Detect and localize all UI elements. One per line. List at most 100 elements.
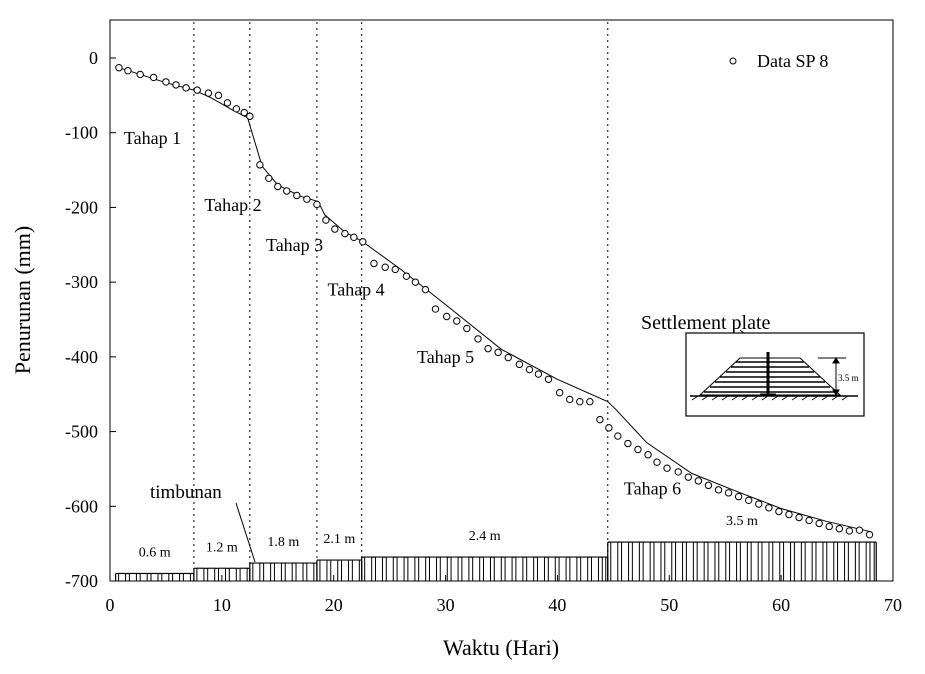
x-tick-label: 10 (213, 595, 231, 615)
data-point (576, 397, 584, 406)
x-tick-label: 40 (548, 595, 566, 615)
data-point (825, 522, 833, 531)
embankment-height-label: 3.5 m (726, 514, 758, 529)
x-tick-label: 30 (437, 595, 455, 615)
data-point (484, 344, 492, 353)
embankment-bar (284, 562, 293, 582)
legend: Data SP 8 (729, 51, 828, 71)
data-point (525, 365, 534, 374)
y-axis-title: Penurunan (mm) (10, 226, 35, 374)
embankment-bar (319, 559, 328, 582)
embankment-bar (761, 541, 770, 582)
data-point (149, 73, 158, 82)
legend-label: Data SP 8 (757, 51, 828, 71)
embankment-bar (407, 556, 416, 582)
stage-label: Tahap 4 (327, 280, 384, 300)
timbunan-leader-line (235, 502, 256, 563)
fit-curve-path (118, 67, 871, 533)
data-point (684, 473, 693, 481)
embankment-bar (675, 541, 684, 582)
embankment-bar (364, 556, 373, 582)
timbunan-label: timbunan (150, 482, 222, 503)
embankment-bar (139, 573, 148, 582)
inset-dimension (818, 357, 846, 396)
inset-ground-hatch (691, 395, 849, 401)
data-point (274, 182, 282, 191)
data-point (442, 312, 451, 321)
data-point (865, 530, 874, 539)
data-point (544, 375, 553, 383)
data-point (765, 504, 773, 512)
embankment-bar (128, 573, 137, 582)
data-point (421, 285, 430, 294)
data-point (805, 516, 813, 525)
fit-curve (118, 67, 871, 533)
embankment-height-label: 0.6 m (139, 546, 171, 561)
embankment-bar (750, 541, 759, 582)
data-point (162, 78, 170, 86)
embankment-bar (385, 556, 394, 582)
embankment-bar (739, 541, 748, 582)
x-tick-label: 60 (772, 595, 790, 615)
embankment-bar (783, 541, 792, 582)
embankment-bar (590, 556, 599, 582)
embankment-height-label: 1.2 m (206, 540, 238, 555)
data-point (734, 492, 743, 501)
stage-label: Tahap 2 (204, 195, 261, 215)
embankment-bar (118, 573, 127, 582)
embankment-bar (847, 541, 856, 582)
embankment-bar (653, 541, 662, 582)
data-point (223, 99, 232, 107)
data-point (614, 432, 622, 440)
embankment-bar (150, 573, 159, 582)
embankment-bar (569, 556, 578, 582)
y-tick-label: 0 (89, 48, 98, 68)
embankment-bar (341, 559, 350, 582)
embankment-bar (374, 556, 383, 582)
data-point (182, 84, 190, 92)
data-point (586, 397, 594, 406)
settlement-plate-inset: Settlement plate (641, 312, 865, 417)
embankment-bar (515, 556, 524, 582)
stage-label: Tahap 1 (124, 128, 181, 148)
embankment-bar (306, 562, 315, 582)
embankment-bar (621, 541, 630, 582)
embankment-bar (793, 541, 802, 582)
embankment-bar (631, 541, 640, 582)
inset-dimension-label: 3.5 m (838, 373, 859, 383)
data-point (644, 451, 652, 459)
inset-title: Settlement plate (641, 312, 771, 334)
stage-lines (193, 22, 609, 581)
embankment-bar (450, 556, 459, 582)
data-point (845, 527, 854, 535)
embankment-bar (182, 573, 191, 582)
y-tick-label: -300 (65, 272, 98, 292)
y-tick-label: -200 (65, 197, 98, 217)
embankment-bar (718, 541, 727, 582)
data-point (724, 489, 733, 497)
stage-label: Tahap 3 (266, 235, 323, 255)
data-point (256, 161, 264, 169)
embankment-bar (558, 556, 567, 582)
embankment-bar (196, 567, 205, 582)
data-point (463, 324, 471, 333)
data-point (474, 335, 482, 343)
embankment-bar (707, 541, 716, 582)
data-points (115, 64, 874, 539)
embankment-bar (482, 556, 491, 582)
embankment-height-label: 2.1 m (323, 532, 355, 547)
stage-label: Tahap 6 (624, 478, 681, 498)
embankment-bar (772, 541, 781, 582)
data-point (350, 233, 358, 242)
embankment-bar (330, 559, 339, 582)
data-point (694, 477, 703, 485)
data-point (115, 64, 123, 72)
data-point (391, 265, 399, 274)
data-point (431, 305, 440, 313)
embankment-bar (418, 556, 427, 582)
data-point (745, 496, 753, 505)
data-point (214, 91, 223, 100)
data-point (515, 360, 524, 369)
